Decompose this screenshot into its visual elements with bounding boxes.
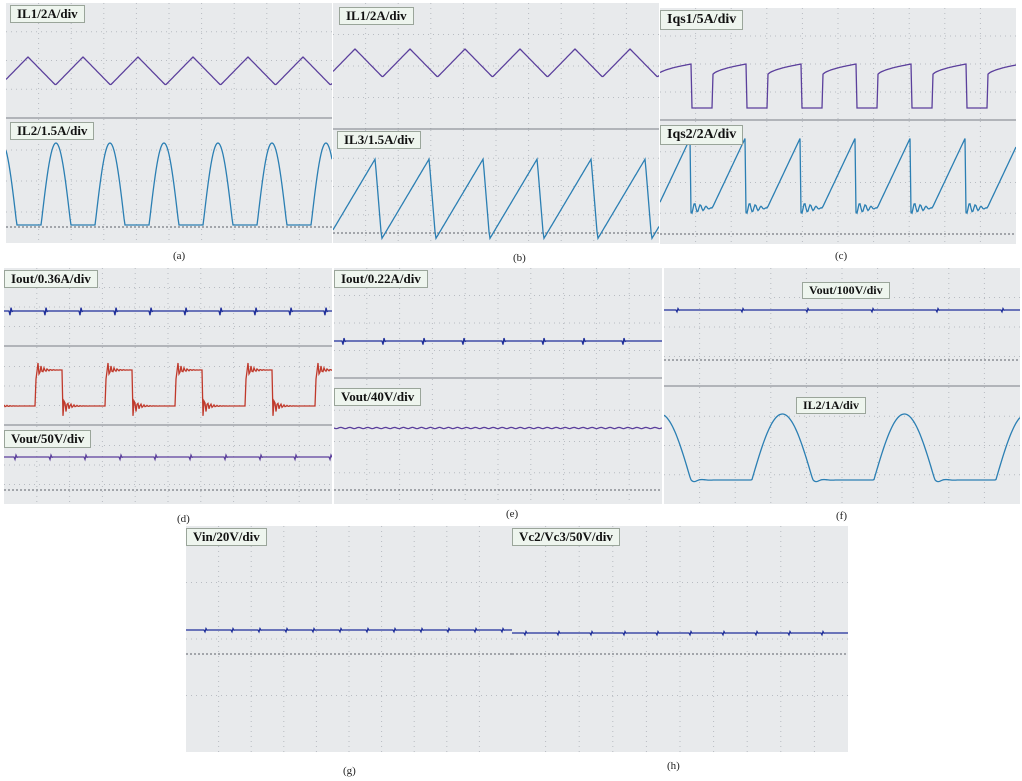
label-b-top: IL1/2A/div [339, 7, 414, 26]
label-a-top: IL1/2A/div [10, 5, 85, 24]
panel-b-il3-trace [333, 157, 659, 241]
panel-a-il1-trace [6, 56, 332, 86]
panel-e-vout-trace [334, 426, 662, 430]
panel-c-iqs2-trace [660, 138, 1016, 215]
label-h: Vc2/Vc3/50V/div [512, 528, 620, 547]
panel-g-vin-trace [186, 627, 512, 634]
panel-b-plot [333, 3, 659, 243]
label-f-top: Vout/100V/div [802, 282, 890, 299]
panel-h: Vc2/Vc3/50V/div [512, 526, 848, 752]
panel-h-vc-trace [512, 630, 848, 637]
panel-f-il2-trace [664, 413, 1020, 483]
panel-d-vout-trace [4, 453, 332, 462]
caption-f: (f) [836, 510, 847, 522]
label-g: Vin/20V/div [186, 528, 267, 547]
caption-g: (g) [343, 765, 356, 777]
panel-e-plot [334, 268, 662, 504]
label-d-bottom: Vout/50V/div [4, 430, 92, 449]
label-e-top: Iout/0.22A/div [334, 270, 428, 289]
caption-c: (c) [835, 250, 848, 262]
panel-d: Iout/0.36A/div Vout/50V/div [4, 268, 332, 504]
caption-d: (d) [177, 513, 190, 525]
caption-b: (b) [513, 252, 526, 264]
label-b-bottom: IL3/1.5A/div [337, 131, 422, 150]
panel-c: Iqs1/5A/div Iqs2/2A/div [660, 8, 1016, 244]
caption-e: (e) [506, 508, 519, 520]
panel-e-iout-trace [334, 337, 662, 345]
panel-d-ripple-trace [4, 362, 332, 416]
panel-h-plot [512, 526, 848, 752]
panel-b: IL1/2A/div IL3/1.5A/div [333, 3, 659, 243]
panel-g: Vin/20V/div [186, 526, 512, 752]
panel-d-plot [4, 268, 332, 504]
panel-b-il1-trace [333, 48, 659, 78]
panel-f: Vout/100V/div IL2/1A/div [664, 268, 1020, 504]
panel-f-vout-trace [664, 307, 1020, 314]
panel-c-iqs1-trace [660, 63, 1016, 109]
panel-e: Iout/0.22A/div Vout/40V/div [334, 268, 662, 504]
panel-a: IL1/2A/div IL2/1.5A/div [6, 3, 332, 243]
label-c-top: Iqs1/5A/div [660, 10, 744, 30]
caption-a: (a) [173, 250, 186, 262]
label-e-bottom: Vout/40V/div [334, 388, 422, 407]
panel-a-il2-trace [6, 142, 332, 226]
caption-h: (h) [667, 760, 680, 772]
label-c-bottom: Iqs2/2A/div [660, 125, 744, 145]
panel-f-plot [664, 268, 1020, 504]
panel-g-plot [186, 526, 512, 752]
label-f-bottom: IL2/1A/div [796, 397, 867, 414]
panel-d-iout-trace [4, 307, 332, 316]
label-a-bottom: IL2/1.5A/div [10, 122, 95, 141]
label-d-top: Iout/0.36A/div [4, 270, 98, 289]
